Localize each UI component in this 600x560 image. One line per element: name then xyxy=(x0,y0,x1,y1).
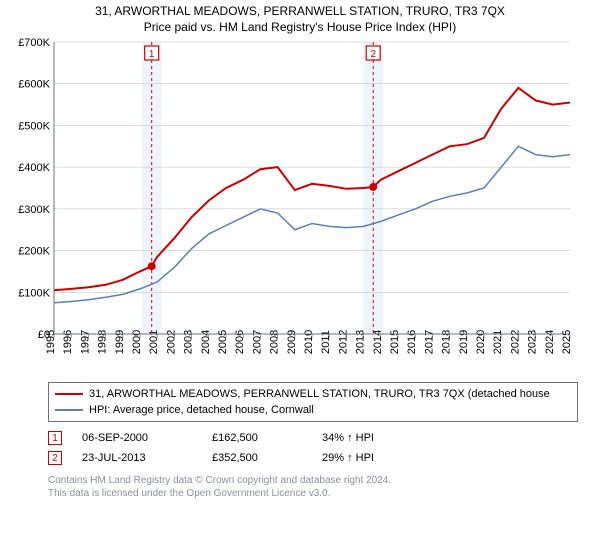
svg-text:£500K: £500K xyxy=(18,120,50,132)
legend-swatch xyxy=(55,409,83,411)
svg-text:2013: 2013 xyxy=(355,330,367,354)
event-price: £352,500 xyxy=(212,452,322,464)
svg-text:2006: 2006 xyxy=(234,330,246,354)
svg-text:1999: 1999 xyxy=(114,330,126,354)
svg-text:2024: 2024 xyxy=(544,330,556,354)
event-date: 06-SEP-2000 xyxy=(82,432,212,444)
svg-text:2012: 2012 xyxy=(337,330,349,354)
svg-text:2015: 2015 xyxy=(389,330,401,354)
svg-text:1: 1 xyxy=(149,49,155,60)
legend-label: 31, ARWORTHAL MEADOWS, PERRANWELL STATIO… xyxy=(89,388,550,400)
svg-text:2016: 2016 xyxy=(406,330,418,354)
event-price: £162,500 xyxy=(212,432,322,444)
svg-text:2023: 2023 xyxy=(527,330,539,354)
svg-text:£400K: £400K xyxy=(18,162,50,174)
events-table: 1 06-SEP-2000 £162,500 34% ↑ HPI 2 23-JU… xyxy=(48,428,578,468)
legend-item: HPI: Average price, detached house, Corn… xyxy=(55,402,571,418)
chart-area: £0£100K£200K£300K£400K£500K£600K£700K199… xyxy=(8,36,578,376)
svg-text:2004: 2004 xyxy=(200,330,212,354)
chart-title-subtitle: Price paid vs. HM Land Registry's House … xyxy=(0,18,600,34)
svg-text:£700K: £700K xyxy=(18,37,50,49)
event-delta: 29% ↑ HPI xyxy=(322,452,442,464)
legend-swatch xyxy=(55,393,83,395)
svg-text:2009: 2009 xyxy=(286,330,298,354)
svg-text:2000: 2000 xyxy=(131,330,143,354)
event-marker-icon: 2 xyxy=(48,451,62,465)
svg-text:2010: 2010 xyxy=(303,330,315,354)
svg-text:2005: 2005 xyxy=(217,330,229,354)
footer: Contains HM Land Registry data © Crown c… xyxy=(48,474,578,500)
line-chart: £0£100K£200K£300K£400K£500K£600K£700K199… xyxy=(8,36,578,376)
svg-text:£100K: £100K xyxy=(18,287,50,299)
footer-line: This data is licensed under the Open Gov… xyxy=(48,487,578,500)
svg-text:1998: 1998 xyxy=(97,330,109,354)
event-row: 1 06-SEP-2000 £162,500 34% ↑ HPI xyxy=(48,428,578,448)
svg-text:2022: 2022 xyxy=(509,330,521,354)
svg-text:£300K: £300K xyxy=(18,204,50,216)
svg-text:2002: 2002 xyxy=(165,330,177,354)
svg-text:2008: 2008 xyxy=(269,330,281,354)
svg-text:2: 2 xyxy=(370,49,376,60)
svg-text:2017: 2017 xyxy=(423,330,435,354)
svg-text:2001: 2001 xyxy=(148,330,160,354)
chart-title-address: 31, ARWORTHAL MEADOWS, PERRANWELL STATIO… xyxy=(0,4,600,18)
svg-text:2025: 2025 xyxy=(561,330,573,354)
svg-text:2018: 2018 xyxy=(441,330,453,354)
event-delta: 34% ↑ HPI xyxy=(322,432,442,444)
event-date: 23-JUL-2013 xyxy=(82,452,212,464)
footer-line: Contains HM Land Registry data © Crown c… xyxy=(48,474,578,487)
svg-text:2020: 2020 xyxy=(475,330,487,354)
svg-text:1997: 1997 xyxy=(79,330,91,354)
legend: 31, ARWORTHAL MEADOWS, PERRANWELL STATIO… xyxy=(48,382,578,422)
legend-label: HPI: Average price, detached house, Corn… xyxy=(89,404,314,416)
svg-text:2021: 2021 xyxy=(492,330,504,354)
svg-text:2014: 2014 xyxy=(372,330,384,354)
svg-text:2007: 2007 xyxy=(251,330,263,354)
svg-text:1996: 1996 xyxy=(62,330,74,354)
legend-item: 31, ARWORTHAL MEADOWS, PERRANWELL STATIO… xyxy=(55,386,571,402)
title-block: 31, ARWORTHAL MEADOWS, PERRANWELL STATIO… xyxy=(0,0,600,36)
event-marker-icon: 1 xyxy=(48,431,62,445)
svg-text:1995: 1995 xyxy=(45,330,57,354)
svg-text:£600K: £600K xyxy=(18,79,50,91)
svg-text:£200K: £200K xyxy=(18,246,50,258)
svg-text:2003: 2003 xyxy=(183,330,195,354)
svg-text:2019: 2019 xyxy=(458,330,470,354)
event-row: 2 23-JUL-2013 £352,500 29% ↑ HPI xyxy=(48,448,578,468)
chart-container: 31, ARWORTHAL MEADOWS, PERRANWELL STATIO… xyxy=(0,0,600,560)
